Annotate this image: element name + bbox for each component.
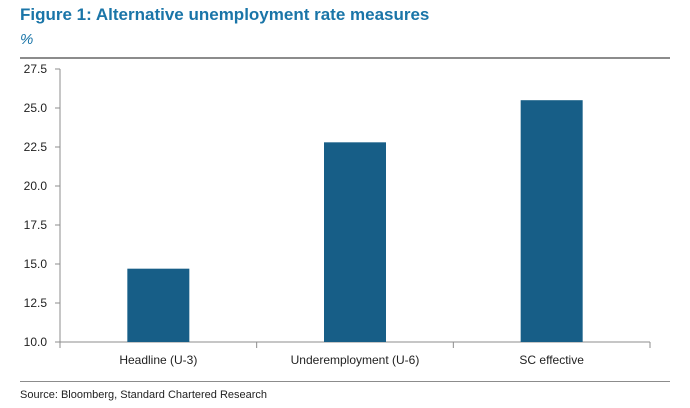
x-category-label: SC effective bbox=[519, 353, 584, 367]
bar-sc-effective bbox=[520, 100, 583, 342]
x-category-label: Underemployment (U-6) bbox=[291, 353, 420, 367]
footer-rule bbox=[20, 381, 670, 382]
y-unit-label: % bbox=[20, 31, 34, 48]
x-axis: Headline (U-3) Underemployment (U-6) SC ef… bbox=[59, 341, 651, 367]
chart-title: Figure 1: Alternative unemployment rate … bbox=[20, 5, 430, 24]
y-tick-label: 20.0 bbox=[24, 179, 48, 193]
y-tick-label: 22.5 bbox=[24, 140, 48, 154]
y-tick-label: 27.5 bbox=[24, 62, 48, 76]
y-tick-label: 17.5 bbox=[24, 218, 48, 232]
header-rule bbox=[20, 57, 670, 59]
x-category-label: Headline (U-3) bbox=[119, 353, 197, 367]
y-tick-label: 25.0 bbox=[24, 101, 48, 115]
y-tick-label: 15.0 bbox=[24, 257, 48, 271]
source-note: Source: Bloomberg, Standard Chartered Re… bbox=[20, 389, 268, 401]
bar-chart: 10.0 12.5 15.0 17.5 20.0 22.5 25.0 27.5 Headlin… bbox=[24, 62, 651, 367]
bar-headline-u-3 bbox=[127, 268, 190, 342]
y-axis: 10.0 12.5 15.0 17.5 20.0 22.5 25.0 27.5 bbox=[24, 62, 61, 349]
y-tick-label: 10.0 bbox=[24, 335, 48, 349]
bars bbox=[127, 100, 583, 342]
bar-underemployment-u-6 bbox=[324, 142, 386, 342]
y-tick-label: 12.5 bbox=[24, 296, 48, 310]
